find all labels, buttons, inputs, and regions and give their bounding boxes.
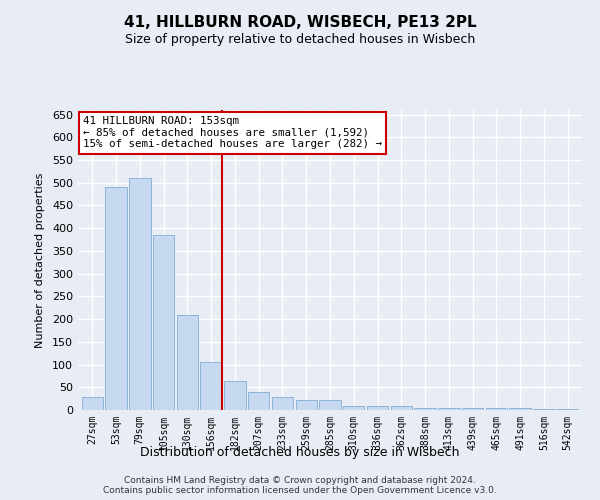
Bar	[82, 398, 103, 410]
Bar	[533, 409, 554, 410]
Text: Contains HM Land Registry data © Crown copyright and database right 2024.
Contai: Contains HM Land Registry data © Crown c…	[103, 476, 497, 495]
Bar	[391, 406, 412, 410]
Y-axis label: Number of detached properties: Number of detached properties	[35, 172, 45, 348]
Bar	[438, 408, 460, 410]
Text: 41 HILLBURN ROAD: 153sqm
← 85% of detached houses are smaller (1,592)
15% of sem: 41 HILLBURN ROAD: 153sqm ← 85% of detach…	[83, 116, 382, 149]
Bar	[367, 406, 388, 410]
Bar	[129, 178, 151, 410]
Bar	[176, 314, 198, 410]
Bar	[557, 409, 578, 410]
Bar	[272, 398, 293, 410]
Bar	[509, 408, 531, 410]
Text: Distribution of detached houses by size in Wisbech: Distribution of detached houses by size …	[140, 446, 460, 459]
Bar	[319, 400, 341, 410]
Bar	[415, 408, 436, 410]
Bar	[200, 362, 222, 410]
Bar	[462, 408, 484, 410]
Text: 41, HILLBURN ROAD, WISBECH, PE13 2PL: 41, HILLBURN ROAD, WISBECH, PE13 2PL	[124, 15, 476, 30]
Bar	[153, 235, 174, 410]
Bar	[486, 408, 507, 410]
Bar	[224, 382, 245, 410]
Bar	[106, 188, 127, 410]
Bar	[296, 400, 317, 410]
Text: Size of property relative to detached houses in Wisbech: Size of property relative to detached ho…	[125, 32, 475, 46]
Bar	[248, 392, 269, 410]
Bar	[343, 406, 364, 410]
